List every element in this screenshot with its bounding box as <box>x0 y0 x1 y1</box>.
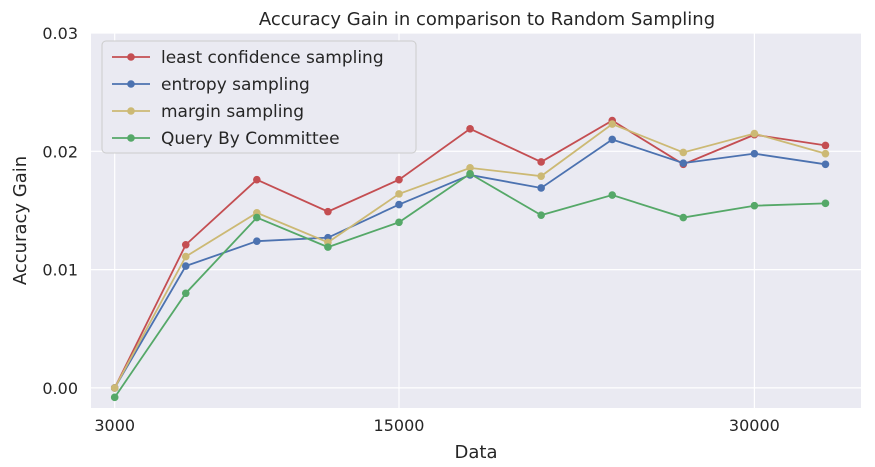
legend-marker <box>127 80 135 88</box>
data-point <box>537 184 545 192</box>
legend: least confidence sampling entropy samplin… <box>101 40 417 154</box>
data-point <box>253 175 261 184</box>
x-tick-label: 3000 <box>94 416 135 435</box>
data-point <box>750 201 759 210</box>
x-axis-label: Data <box>455 442 498 463</box>
data-point <box>395 175 403 184</box>
y-tick-label: 0.01 <box>42 261 78 280</box>
data-point <box>395 190 403 198</box>
x-tick-label: 30000 <box>729 416 780 435</box>
legend-label: Query By Committee <box>161 129 340 149</box>
data-point <box>466 164 474 172</box>
series-group <box>110 116 830 402</box>
data-point <box>750 149 759 158</box>
data-point <box>253 213 261 222</box>
y-axis-label: Accuracy Gain <box>10 156 31 285</box>
y-tick-label: 0.03 <box>42 24 78 43</box>
data-point <box>821 149 830 158</box>
data-point <box>821 199 830 208</box>
data-point <box>466 169 474 178</box>
data-point <box>181 240 190 249</box>
legend-marker <box>127 107 135 115</box>
data-point <box>821 141 830 150</box>
legend-label: least confidence sampling <box>161 48 384 68</box>
data-point <box>537 211 545 219</box>
legend-marker <box>127 53 135 61</box>
y-tick-label: 0.00 <box>42 379 78 398</box>
data-point <box>324 207 332 216</box>
legend-marker <box>127 134 135 142</box>
tick-labels: 0.00 0.01 0.02 0.03 3000 15000 30000 <box>42 24 779 435</box>
data-point <box>608 120 617 128</box>
data-point <box>679 159 688 167</box>
data-point <box>466 125 474 133</box>
x-tick-label: 15000 <box>374 416 425 435</box>
data-point <box>537 172 545 180</box>
data-point <box>537 158 545 166</box>
data-point <box>181 289 190 298</box>
data-point <box>821 160 830 169</box>
data-point <box>608 191 617 199</box>
data-point <box>253 237 261 246</box>
data-point <box>181 262 190 270</box>
data-point <box>679 148 688 157</box>
data-point <box>324 243 332 251</box>
y-tick-label: 0.02 <box>42 142 78 161</box>
data-point <box>110 393 119 402</box>
data-point <box>679 213 688 222</box>
data-point <box>750 129 759 138</box>
legend-frame <box>101 40 417 154</box>
data-point <box>395 200 403 209</box>
data-point <box>181 252 190 261</box>
data-point <box>110 384 119 392</box>
legend-label: margin sampling <box>161 102 304 122</box>
data-point <box>395 218 403 227</box>
legend-label: entropy sampling <box>161 75 310 95</box>
chart-title: Accuracy Gain in comparison to Random Sa… <box>259 9 715 30</box>
data-point <box>608 135 617 144</box>
